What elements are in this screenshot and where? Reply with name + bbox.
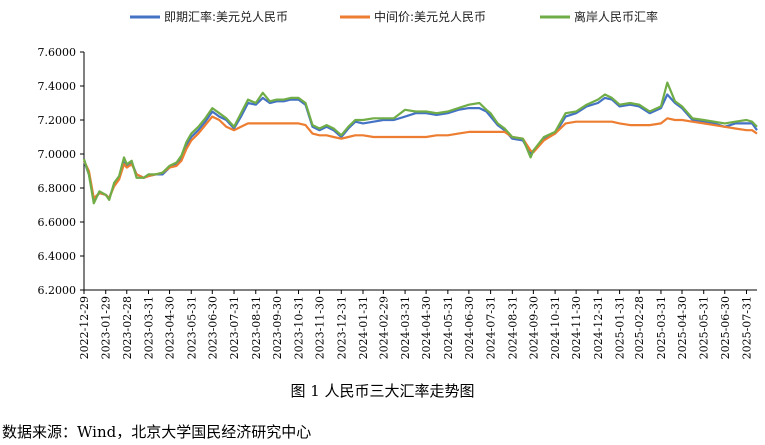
y-tick-label: 6.2000 xyxy=(38,284,77,297)
chart-caption: 图 1 人民币三大汇率走势图 xyxy=(290,382,475,400)
x-tick-label: 2023-06-30 xyxy=(206,296,219,359)
legend: 即期汇率:美元兑人民币 中间价:美元兑人民币 离岸人民币汇率 xyxy=(130,9,658,24)
legend-label-3: 离岸人民币汇率 xyxy=(574,9,658,24)
x-tick-label: 2023-10-31 xyxy=(293,296,306,359)
x-tick-label: 2025-05-31 xyxy=(698,296,711,359)
y-tick-label: 6.8000 xyxy=(38,182,77,195)
x-tick-label: 2023-09-30 xyxy=(271,296,284,359)
series-line-2 xyxy=(83,115,758,200)
x-tick-label: 2024-04-30 xyxy=(420,296,433,359)
x-tick-label: 2025-03-31 xyxy=(655,296,668,359)
x-tick-label: 2024-11-30 xyxy=(570,296,583,359)
x-tick-label: 2025-06-30 xyxy=(719,296,732,359)
x-tick-label: 2024-01-31 xyxy=(357,296,370,359)
data-source: 数据来源：Wind，北京大学国民经济研究中心 xyxy=(2,423,312,441)
y-tick-label: 7.4000 xyxy=(38,80,77,93)
y-axis: 6.2000 6.4000 6.6000 6.8000 7.0000 7.2000 7.40… xyxy=(38,46,85,297)
y-tick-label: 6.4000 xyxy=(38,250,77,263)
y-tick-label: 7.6000 xyxy=(38,46,77,59)
x-tick-label: 2023-12-31 xyxy=(335,296,348,359)
x-tick-label: 2023-08-31 xyxy=(250,296,263,359)
series-lines xyxy=(82,81,758,205)
exchange-rate-chart: 即期汇率:美元兑人民币 中间价:美元兑人民币 离岸人民币汇率 6.2000 6.400… xyxy=(38,9,758,359)
y-tick-label: 7.0000 xyxy=(38,148,77,161)
series-line-3 xyxy=(82,81,758,205)
x-tick-label: 2024-07-31 xyxy=(485,296,498,359)
x-axis: 2022-12-29 2023-01-29 2023-02-28 2023-03-31… xyxy=(78,289,757,359)
y-tick-label: 6.6000 xyxy=(38,216,77,229)
x-tick-label: 2023-02-28 xyxy=(121,296,134,359)
x-tick-label: 2023-04-30 xyxy=(164,296,177,359)
x-tick-label: 2024-02-29 xyxy=(377,296,390,359)
x-tick-label: 2024-03-31 xyxy=(399,296,412,359)
y-tick-label: 7.2000 xyxy=(38,114,77,127)
x-tick-label: 2023-03-31 xyxy=(142,296,155,359)
x-tick-label: 2025-07-31 xyxy=(740,296,753,359)
x-tick-label: 2025-01-31 xyxy=(614,296,627,359)
x-tick-label: 2025-04-30 xyxy=(676,296,689,359)
x-tick-label: 2023-11-30 xyxy=(314,296,327,359)
x-tick-label: 2024-10-31 xyxy=(549,296,562,359)
x-tick-label: 2024-06-30 xyxy=(463,296,476,359)
x-tick-label: 2024-12-31 xyxy=(592,296,605,359)
x-tick-label: 2024-09-30 xyxy=(527,296,540,359)
x-tick-label: 2023-01-29 xyxy=(100,296,113,359)
x-tick-label: 2023-05-31 xyxy=(185,296,198,359)
x-tick-label: 2025-02-28 xyxy=(633,296,646,359)
x-tick-label: 2024-05-31 xyxy=(442,296,455,359)
legend-label-2: 中间价:美元兑人民币 xyxy=(374,9,486,24)
x-tick-label: 2024-08-31 xyxy=(506,296,519,359)
x-tick-label: 2023-07-31 xyxy=(228,296,241,359)
legend-label-1: 即期汇率:美元兑人民币 xyxy=(164,9,288,24)
x-tick-label: 2022-12-29 xyxy=(78,296,91,359)
